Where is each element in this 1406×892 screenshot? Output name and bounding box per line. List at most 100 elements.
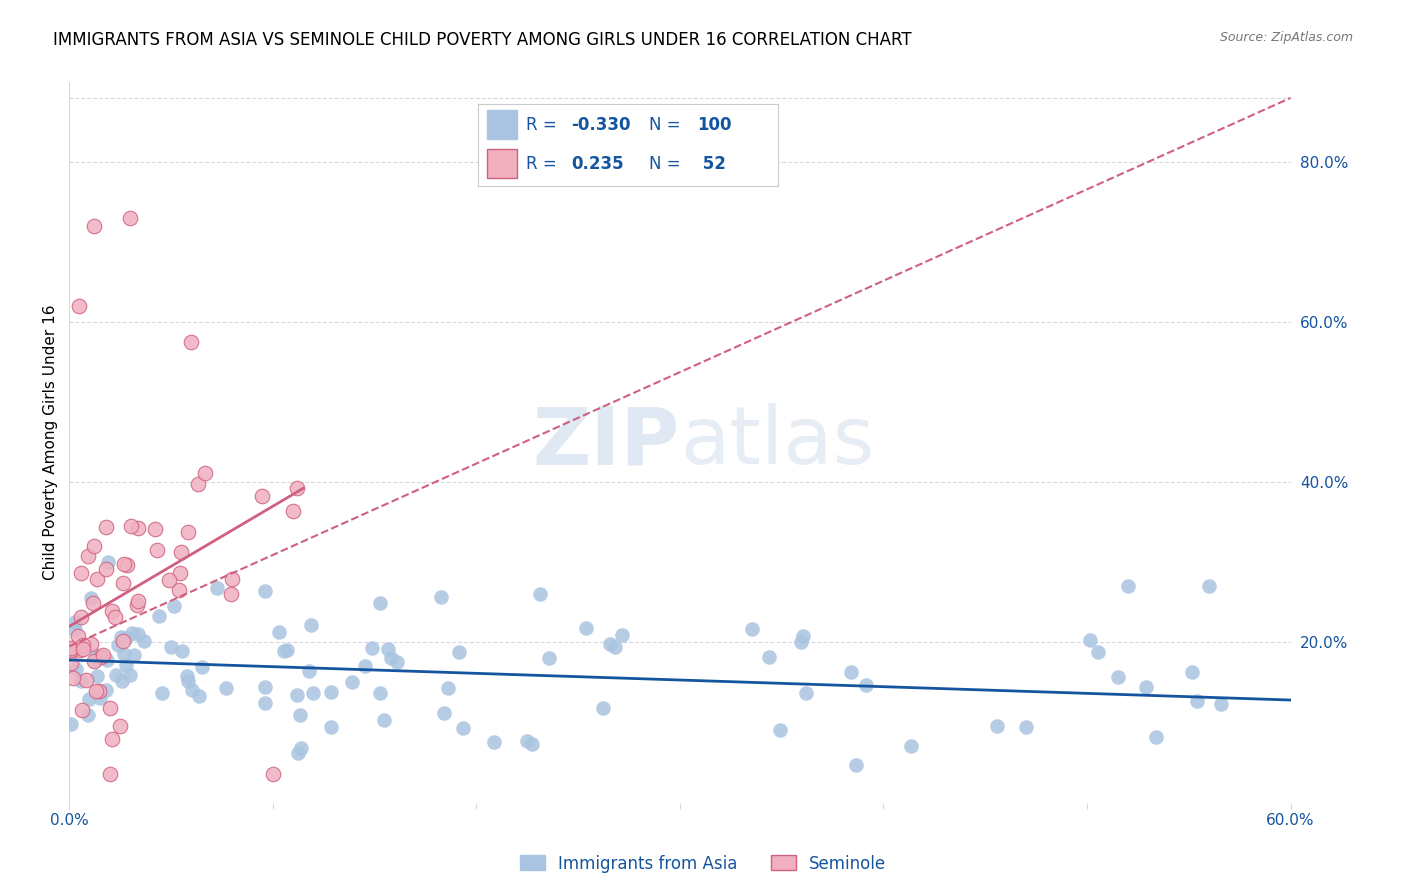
- Point: [121, 625, 143, 640]
- Point: [96, 682, 118, 697]
- Point: [1015, 720, 1038, 734]
- Point: [599, 637, 621, 651]
- Point: [603, 640, 626, 655]
- Text: atlas: atlas: [681, 403, 875, 481]
- Point: [69, 566, 91, 581]
- Point: [89, 691, 111, 706]
- Point: [98, 701, 121, 715]
- Point: [433, 706, 456, 721]
- Point: [1135, 680, 1157, 694]
- Point: [80, 637, 103, 651]
- Point: [986, 719, 1008, 733]
- Point: [118, 667, 141, 681]
- Point: [67, 299, 90, 313]
- Point: [84, 648, 107, 662]
- Point: [114, 658, 136, 673]
- Point: [111, 673, 134, 688]
- Point: [900, 739, 922, 753]
- Point: [188, 689, 211, 703]
- Point: [855, 678, 877, 692]
- Point: [769, 723, 792, 738]
- Point: [1181, 665, 1204, 679]
- Text: ZIP: ZIP: [533, 403, 681, 481]
- Point: [353, 658, 375, 673]
- Point: [67, 628, 90, 642]
- Point: [163, 599, 186, 614]
- Point: [221, 572, 243, 586]
- Point: [77, 707, 100, 722]
- Point: [60, 642, 83, 657]
- Point: [110, 630, 132, 644]
- Point: [194, 466, 217, 480]
- Point: [1078, 632, 1101, 647]
- Point: [70, 703, 93, 717]
- Point: [368, 686, 391, 700]
- Point: [150, 686, 173, 700]
- Point: [177, 674, 200, 689]
- Point: [1146, 730, 1168, 744]
- Point: [180, 335, 202, 350]
- Point: [254, 696, 277, 710]
- Point: [127, 599, 149, 613]
- Point: [60, 641, 83, 656]
- Point: [252, 490, 274, 504]
- Point: [169, 566, 191, 581]
- Point: [302, 686, 325, 700]
- Point: [262, 767, 284, 781]
- Point: [75, 673, 97, 687]
- Point: [380, 651, 402, 665]
- Point: [160, 640, 183, 654]
- Point: [288, 708, 311, 723]
- Point: [170, 545, 193, 559]
- Point: [127, 521, 149, 535]
- Point: [143, 522, 166, 536]
- Point: [111, 575, 134, 590]
- Point: [83, 654, 105, 668]
- Point: [91, 648, 114, 663]
- Point: [89, 684, 111, 698]
- Point: [62, 671, 84, 685]
- Point: [84, 683, 107, 698]
- Point: [77, 549, 100, 564]
- Point: [70, 673, 93, 688]
- Point: [107, 638, 129, 652]
- Point: [83, 654, 105, 668]
- Point: [1185, 694, 1208, 708]
- Point: [96, 653, 118, 667]
- Point: [360, 641, 382, 656]
- Point: [377, 641, 399, 656]
- Point: [215, 681, 238, 695]
- Point: [253, 680, 276, 694]
- Point: [157, 573, 180, 587]
- Point: [276, 643, 298, 657]
- Point: [120, 211, 142, 225]
- Point: [177, 524, 200, 539]
- Point: [112, 647, 135, 661]
- Point: [167, 582, 190, 597]
- Point: [516, 734, 538, 748]
- Point: [60, 716, 83, 731]
- Point: [72, 638, 94, 652]
- Point: [96, 520, 118, 534]
- Point: [273, 644, 295, 658]
- Point: [1116, 579, 1139, 593]
- Point: [267, 625, 290, 640]
- Point: [146, 542, 169, 557]
- Point: [112, 633, 135, 648]
- Point: [430, 590, 453, 604]
- Point: [1087, 645, 1109, 659]
- Point: [290, 741, 312, 756]
- Point: [72, 642, 94, 657]
- Point: [176, 669, 198, 683]
- Point: [447, 645, 470, 659]
- Point: [219, 586, 242, 600]
- Point: [83, 219, 105, 233]
- Point: [69, 643, 91, 657]
- Point: [60, 657, 83, 671]
- Point: [65, 662, 87, 676]
- Point: [592, 701, 614, 715]
- Point: [97, 555, 120, 569]
- Point: [792, 629, 814, 643]
- Point: [103, 610, 125, 624]
- Point: [181, 683, 204, 698]
